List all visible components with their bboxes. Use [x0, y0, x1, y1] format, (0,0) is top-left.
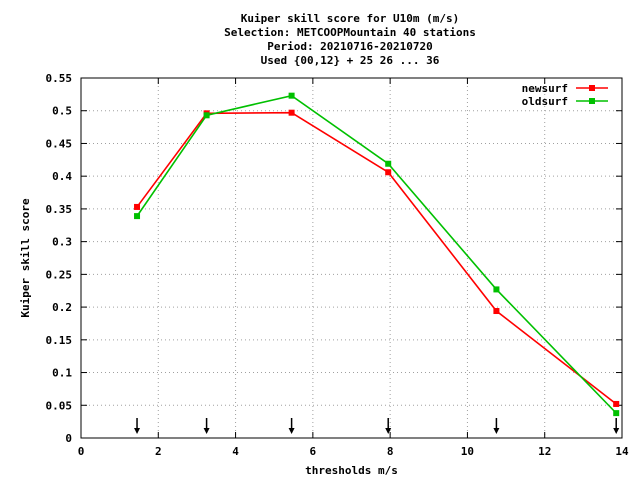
data-point-oldsurf	[385, 160, 392, 167]
y-axis-label: Kuiper skill score	[19, 198, 32, 318]
y-tick-labels: 0 0.05 0.1 0.15 0.2 0.25 0.3 0.35 0.4 0.45 0.5 0.55	[46, 72, 73, 445]
data-point-newsurf	[613, 400, 620, 407]
data-series	[134, 92, 620, 417]
y-tick-label: 0.5	[52, 105, 72, 118]
legend-marker	[589, 85, 595, 91]
y-tick-label: 0.05	[46, 399, 73, 412]
data-point-oldsurf	[203, 112, 210, 119]
legend-label: oldsurf	[522, 95, 568, 108]
y-tick-label: 0.55	[46, 72, 73, 85]
threshold-arrow	[613, 418, 620, 434]
x-tick-label: 10	[461, 445, 474, 458]
x-tick-label: 6	[310, 445, 317, 458]
chart-title-line: Kuiper skill score for U10m (m/s)	[241, 12, 460, 25]
y-tick-label: 0.4	[52, 170, 72, 183]
threshold-arrow	[288, 418, 295, 434]
x-tick-labels: 0 2 4 6 8 10 12 14	[78, 445, 629, 458]
y-tick-label: 0.1	[52, 367, 72, 380]
data-point-newsurf	[385, 169, 392, 176]
data-point-oldsurf	[613, 410, 620, 417]
legend-label: newsurf	[522, 82, 568, 95]
x-tick-label: 14	[615, 445, 629, 458]
x-tick-label: 4	[232, 445, 239, 458]
chart-title-line: Used {00,12} + 25 26 ... 36	[261, 54, 440, 67]
data-point-newsurf	[288, 109, 295, 116]
threshold-arrow	[493, 418, 500, 434]
y-tick-label: 0.2	[52, 301, 72, 314]
y-tick-label: 0.3	[52, 236, 72, 249]
data-point-newsurf	[493, 308, 500, 315]
grid-lines	[81, 78, 622, 438]
threshold-arrow	[134, 418, 141, 434]
threshold-arrows	[134, 418, 620, 434]
chart-title-line: Period: 20210716-20210720	[267, 40, 433, 53]
x-tick-label: 0	[78, 445, 85, 458]
threshold-arrow	[203, 418, 210, 434]
y-tick-label: 0.35	[46, 203, 73, 216]
data-point-oldsurf	[134, 213, 141, 220]
x-tick-label: 12	[538, 445, 551, 458]
axis-ticks	[80, 77, 623, 439]
y-tick-label: 0	[65, 432, 72, 445]
data-point-oldsurf	[288, 92, 295, 99]
x-tick-label: 8	[387, 445, 394, 458]
x-tick-label: 2	[155, 445, 162, 458]
series-line-newsurf	[136, 111, 617, 405]
y-tick-label: 0.25	[46, 268, 73, 281]
data-point-oldsurf	[493, 286, 500, 293]
y-tick-label: 0.15	[46, 334, 73, 347]
data-point-newsurf	[134, 203, 141, 210]
series-line-oldsurf	[136, 94, 617, 414]
plot-frame	[80, 77, 623, 439]
chart-title-line: Selection: METCOOPMountain 40 stations	[224, 26, 476, 39]
x-axis-label: thresholds m/s	[305, 464, 398, 477]
chart-title: Kuiper skill score for U10m (m/s)Selecti…	[224, 12, 476, 67]
legend-marker	[589, 98, 595, 104]
y-tick-label: 0.45	[46, 137, 73, 150]
threshold-arrow	[385, 418, 392, 434]
